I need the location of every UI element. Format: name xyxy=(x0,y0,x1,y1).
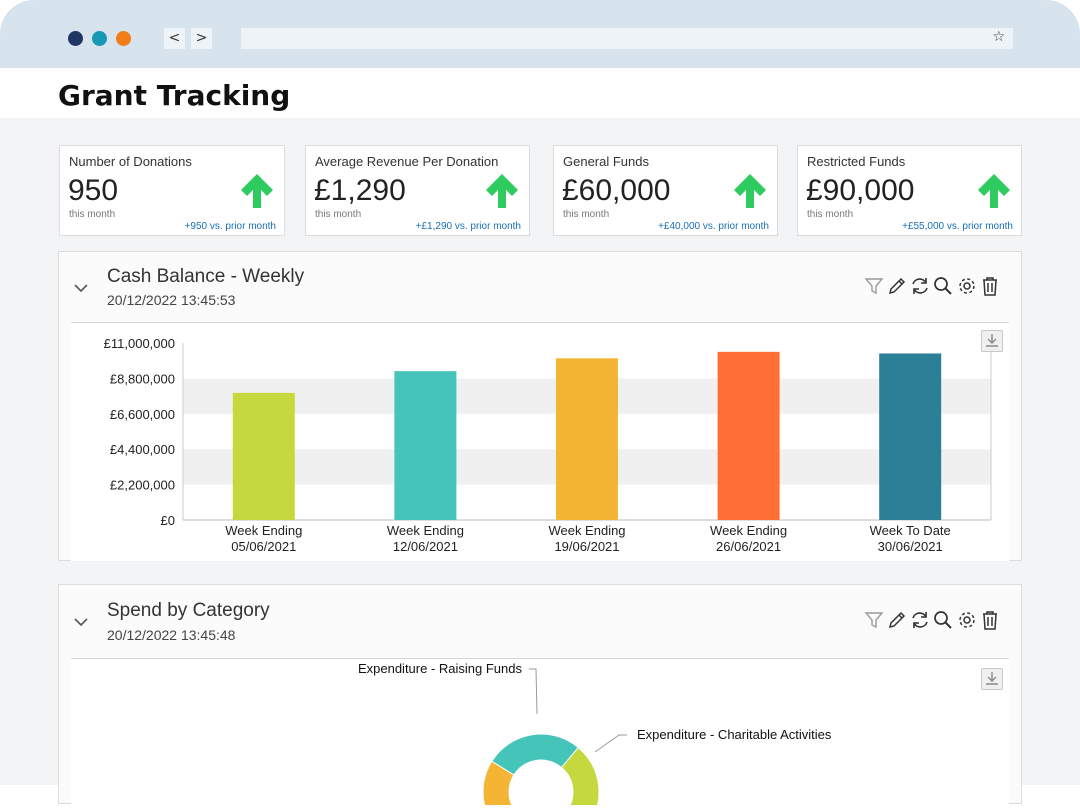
x-tick-label: 05/06/2021 xyxy=(231,539,296,554)
bar xyxy=(879,353,942,520)
panel-toolbar xyxy=(863,609,1003,633)
panel-timestamp: 20/12/2022 13:45:48 xyxy=(107,627,236,643)
search-icon[interactable] xyxy=(932,609,954,631)
panel-toolbar xyxy=(863,275,1003,299)
kpi-value: £60,000 xyxy=(562,174,671,207)
spend-by-category-panel: Spend by Category 20/12/2022 13:45:48 Ex… xyxy=(58,584,1022,810)
x-tick-label: Week Ending xyxy=(548,523,625,538)
trend-up-arrow-icon xyxy=(486,174,518,208)
kpi-period: this month xyxy=(315,209,362,220)
kpi-card-donations[interactable]: Number of Donations 950 this month +950 … xyxy=(59,145,285,236)
edit-icon[interactable] xyxy=(886,609,908,631)
cash-balance-bar-chart: £0 £2,200,000 £4,400,000 £6,600,000 £8,800,0… xyxy=(104,336,992,554)
x-tick-label: Week To Date xyxy=(870,523,951,538)
kpi-change: +£40,000 vs. prior month xyxy=(658,221,769,232)
kpi-card-general-funds[interactable]: General Funds £60,000 this month +£40,00… xyxy=(553,145,778,236)
kpi-value: £1,290 xyxy=(314,174,406,207)
trend-up-arrow-icon xyxy=(978,174,1010,208)
kpi-change: +£1,290 vs. prior month xyxy=(415,221,521,232)
panel-title: Spend by Category xyxy=(107,600,270,621)
y-tick-label: £4,400,000 xyxy=(110,442,175,457)
x-tick-label: 12/06/2021 xyxy=(393,539,458,554)
search-icon[interactable] xyxy=(932,275,954,297)
collapse-chevron-icon[interactable] xyxy=(73,280,89,296)
x-tick-label: Week Ending xyxy=(225,523,302,538)
browser-toolbar: < > ☆ xyxy=(0,0,1080,68)
kpi-value: 950 xyxy=(68,174,119,207)
trend-up-arrow-icon xyxy=(734,174,766,208)
leader-line xyxy=(594,734,627,753)
refresh-icon[interactable] xyxy=(909,275,931,297)
collapse-chevron-icon[interactable] xyxy=(73,614,89,630)
download-icon xyxy=(986,334,998,347)
panel-timestamp: 20/12/2022 13:45:53 xyxy=(107,292,236,308)
kpi-card-avg-revenue[interactable]: Average Revenue Per Donation £1,290 this… xyxy=(305,145,530,236)
cash-balance-panel: Cash Balance - Weekly 20/12/2022 13:45:5… xyxy=(58,251,1022,561)
kpi-change: +950 vs. prior month xyxy=(184,221,276,232)
refresh-icon[interactable] xyxy=(909,609,931,631)
panel-title: Cash Balance - Weekly xyxy=(107,266,305,287)
y-tick-label: £8,800,000 xyxy=(110,371,175,386)
y-tick-label: £11,000,000 xyxy=(104,336,175,351)
slice-label: Expenditure - Raising Funds xyxy=(358,661,523,676)
bar xyxy=(556,358,618,520)
kpi-label: General Funds xyxy=(563,154,649,169)
bookmark-star-icon[interactable]: ☆ xyxy=(992,29,1005,45)
kpi-label: Restricted Funds xyxy=(807,154,906,169)
download-icon xyxy=(986,672,998,685)
filter-icon[interactable] xyxy=(863,275,885,297)
spend-donut-chart: Expenditure - Raising Funds Expenditure -… xyxy=(358,661,832,810)
bar xyxy=(232,392,295,520)
x-tick-label: 19/06/2021 xyxy=(554,539,619,554)
x-tick-label: Week Ending xyxy=(710,523,787,538)
title-strip xyxy=(0,68,1080,118)
forward-button[interactable]: > xyxy=(191,28,212,49)
edit-icon[interactable] xyxy=(886,275,908,297)
x-tick-label: 30/06/2021 xyxy=(878,539,943,554)
delete-trash-icon[interactable] xyxy=(979,275,1001,297)
y-tick-label: £6,600,000 xyxy=(110,407,175,422)
settings-gear-icon[interactable] xyxy=(956,275,978,297)
address-bar[interactable]: ☆ xyxy=(241,28,1013,49)
kpi-label: Average Revenue Per Donation xyxy=(315,154,499,169)
window-minimize-dot[interactable] xyxy=(92,31,107,46)
kpi-value: £90,000 xyxy=(806,174,915,207)
slice-label: Expenditure - Charitable Activities xyxy=(637,727,832,742)
bar xyxy=(717,351,780,520)
window-close-dot[interactable] xyxy=(68,31,83,46)
leader-line xyxy=(529,668,538,715)
kpi-change: +£55,000 vs. prior month xyxy=(902,221,1013,232)
x-tick-label: 26/06/2021 xyxy=(716,539,781,554)
filter-icon[interactable] xyxy=(863,609,885,631)
kpi-period: this month xyxy=(69,209,116,220)
window-maximize-dot[interactable] xyxy=(116,31,131,46)
bar xyxy=(394,371,457,520)
panel-divider xyxy=(71,322,1009,323)
kpi-card-restricted-funds[interactable]: Restricted Funds £90,000 this month +£55… xyxy=(797,145,1022,236)
panel-divider xyxy=(71,658,1009,659)
back-button[interactable]: < xyxy=(164,28,185,49)
download-button[interactable] xyxy=(981,330,1003,352)
download-button[interactable] xyxy=(981,668,1003,690)
kpi-period: this month xyxy=(807,209,854,220)
delete-trash-icon[interactable] xyxy=(979,609,1001,631)
chart-area: £0 £2,200,000 £4,400,000 £6,600,000 £8,800,0… xyxy=(71,323,1009,561)
chart-area: Expenditure - Raising Funds Expenditure -… xyxy=(71,659,1009,810)
settings-gear-icon[interactable] xyxy=(956,609,978,631)
kpi-period: this month xyxy=(563,209,610,220)
trend-up-arrow-icon xyxy=(241,174,273,208)
kpi-label: Number of Donations xyxy=(69,154,192,169)
page-title: Grant Tracking xyxy=(58,79,291,112)
x-tick-label: Week Ending xyxy=(387,523,464,538)
y-tick-label: £0 xyxy=(161,513,175,528)
y-tick-label: £2,200,000 xyxy=(110,478,175,493)
